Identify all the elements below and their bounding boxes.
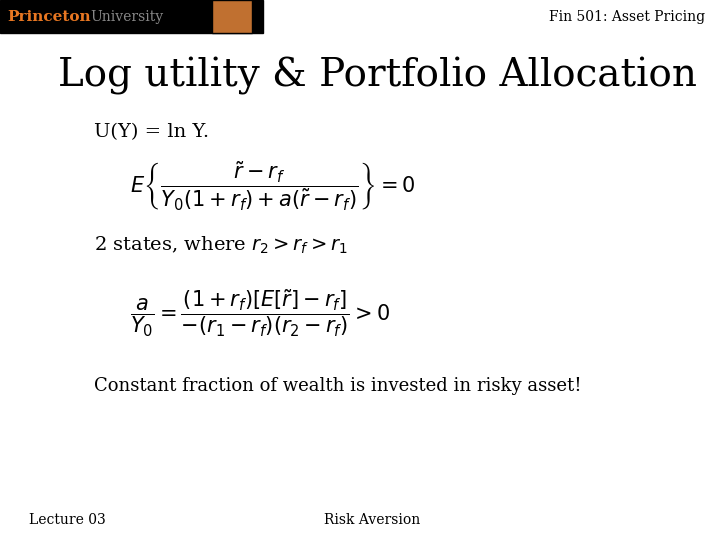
Text: $\dfrac{a}{Y_0} = \dfrac{(1+r_f)[E[\tilde{r}]-r_f]}{-(r_1-r_f)(r_2-r_f)} > 0$: $\dfrac{a}{Y_0} = \dfrac{(1+r_f)[E[\tild… bbox=[130, 287, 390, 339]
Text: U(Y) = ln Y.: U(Y) = ln Y. bbox=[94, 123, 209, 141]
Text: University: University bbox=[90, 10, 163, 24]
FancyBboxPatch shape bbox=[0, 0, 263, 33]
FancyBboxPatch shape bbox=[212, 0, 252, 33]
Text: 2 states, where $r_2 > r_f > r_1$: 2 states, where $r_2 > r_f > r_1$ bbox=[94, 235, 347, 256]
Text: $E\left\{\dfrac{\tilde{r}-r_f}{Y_0(1+r_f)+a(\tilde{r}-r_f)}\right\} = 0$: $E\left\{\dfrac{\tilde{r}-r_f}{Y_0(1+r_f… bbox=[130, 160, 415, 213]
Text: Risk Aversion: Risk Aversion bbox=[324, 512, 420, 526]
Text: Princeton: Princeton bbox=[7, 10, 91, 24]
Text: Constant fraction of wealth is invested in risky asset!: Constant fraction of wealth is invested … bbox=[94, 377, 581, 395]
Text: Lecture 03: Lecture 03 bbox=[29, 512, 106, 526]
Text: Log utility & Portfolio Allocation: Log utility & Portfolio Allocation bbox=[58, 57, 697, 94]
Text: Fin 501: Asset Pricing: Fin 501: Asset Pricing bbox=[549, 10, 706, 24]
